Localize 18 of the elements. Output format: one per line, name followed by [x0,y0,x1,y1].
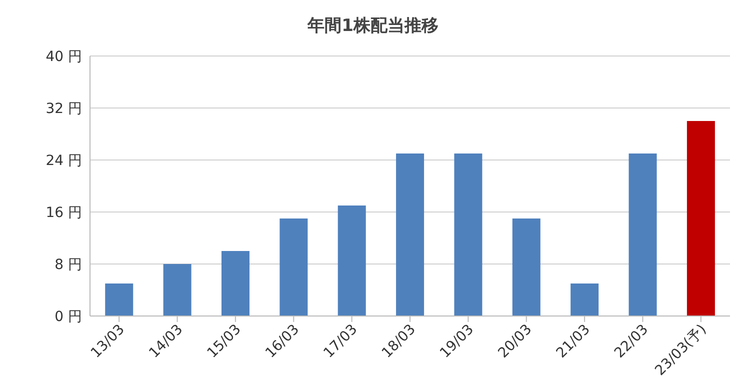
bar [338,206,366,316]
y-tick-label: 16 円 [46,204,82,221]
bar [570,284,599,316]
bar [396,154,424,316]
bar [280,218,308,316]
y-tick-label: 32 円 [46,100,82,117]
bar [163,264,192,316]
y-tick-label: 0 円 [54,308,82,325]
bar [105,284,134,316]
bar [686,121,715,316]
y-tick-label: 24 円 [46,152,82,169]
y-tick-label: 40 円 [46,48,82,65]
bar [454,154,482,316]
y-tick-label: 8 円 [54,256,82,273]
bar [221,251,250,316]
chart-title: 年間1株配当推移 [306,15,440,38]
bar [512,218,540,316]
bar [628,154,657,316]
